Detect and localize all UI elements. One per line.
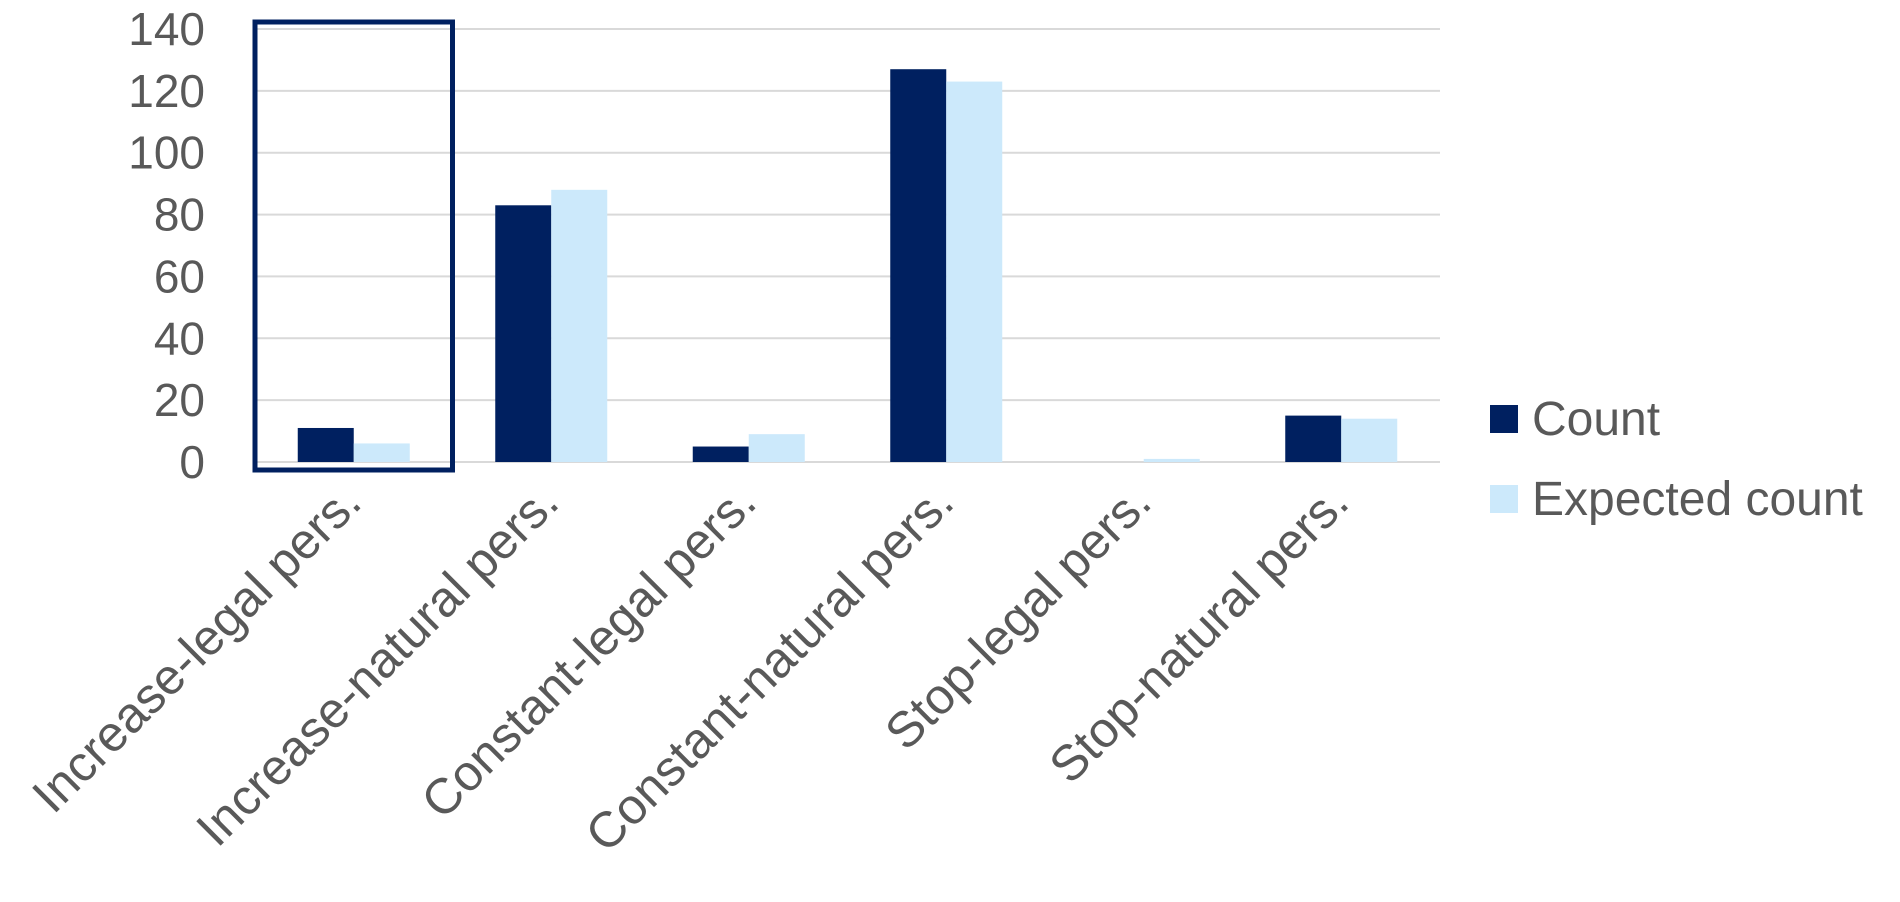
x-category-label: Constant-natural pers. xyxy=(575,473,964,862)
bar-expected-count xyxy=(946,81,1003,462)
bar-expected-count xyxy=(353,443,410,462)
x-category-label: Increase-legal pers. xyxy=(21,473,371,823)
bar-expected-count xyxy=(551,189,608,463)
bar-count xyxy=(297,427,354,462)
y-tick-label: 0 xyxy=(179,436,205,488)
y-axis-tick-labels: 0 20 40 60 80 100 120 140 xyxy=(128,3,205,488)
bar-count xyxy=(1285,415,1342,462)
x-axis-category-labels: Increase-legal pers.Increase-natural per… xyxy=(21,473,1359,862)
y-tick-label: 80 xyxy=(154,189,205,241)
legend-label: Expected count xyxy=(1532,473,1863,526)
bars xyxy=(297,69,1398,463)
gridlines xyxy=(255,28,1440,463)
legend-swatch xyxy=(1490,405,1518,433)
y-tick-label: 120 xyxy=(128,65,205,117)
bar-count xyxy=(890,69,947,462)
y-tick-label: 100 xyxy=(128,127,205,179)
bar-expected-count xyxy=(1341,418,1398,462)
legend-label: Count xyxy=(1532,393,1660,446)
y-tick-label: 20 xyxy=(154,374,205,426)
y-tick-label: 60 xyxy=(154,250,205,302)
bar-expected-count xyxy=(748,434,805,462)
bar-count xyxy=(495,205,552,463)
y-tick-label: 140 xyxy=(128,3,205,55)
legend: Count Expected count xyxy=(1490,393,1863,526)
highlight-box xyxy=(252,19,455,473)
x-category-label: Constant-legal pers. xyxy=(411,473,767,829)
bar-count xyxy=(692,446,749,462)
y-tick-label: 40 xyxy=(154,312,205,364)
bar-expected-count xyxy=(1143,458,1200,462)
highlight-box-layer xyxy=(252,19,455,473)
x-category-label: Increase-natural pers. xyxy=(186,473,570,857)
legend-swatch xyxy=(1490,485,1518,513)
